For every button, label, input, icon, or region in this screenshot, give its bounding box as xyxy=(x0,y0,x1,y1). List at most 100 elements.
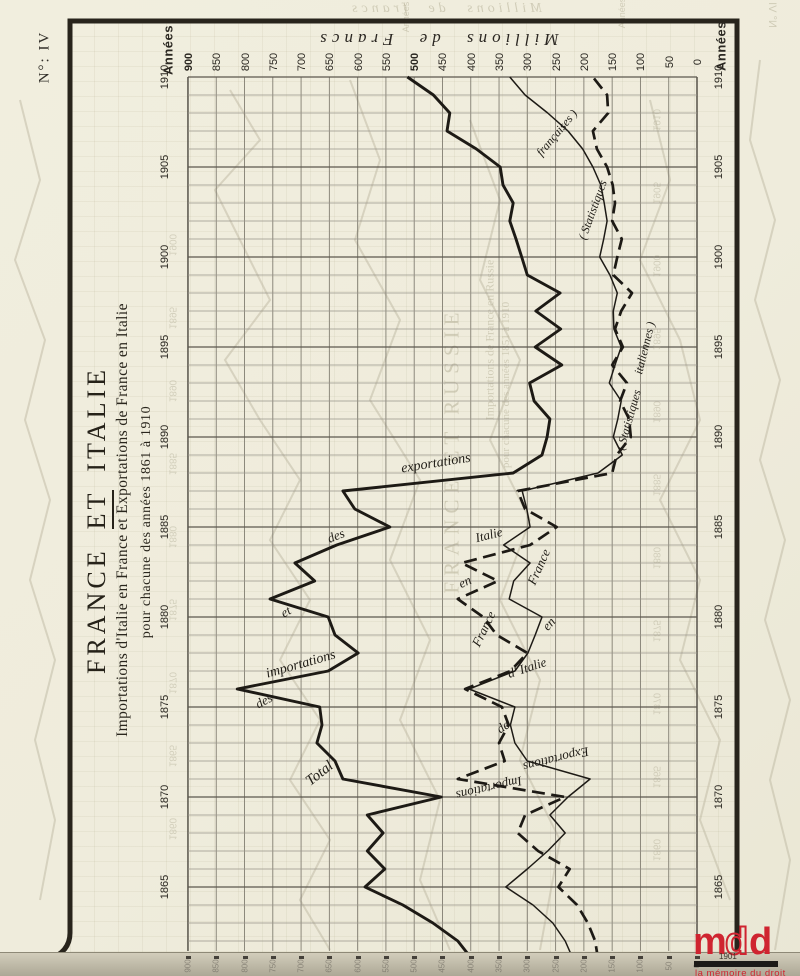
cut-value-label: 150 xyxy=(607,959,617,973)
cut-label-tick xyxy=(666,956,672,959)
cut-value-label: 200 xyxy=(579,959,589,973)
ghost-year-label: 1875 xyxy=(166,598,178,622)
ghost-curve xyxy=(469,119,562,951)
year-label-left: 1865 xyxy=(159,874,171,900)
value-label: 550 xyxy=(380,52,393,72)
ghost-year-label: 1910 xyxy=(650,108,662,132)
page-subtitle: Importations d'Italie en France et Expor… xyxy=(114,303,131,737)
cut-value-label: 50 xyxy=(664,961,674,971)
cut-label-tick xyxy=(412,956,418,959)
ghost-year-label: 1880 xyxy=(166,525,178,549)
page-subtitle2: pour chacune des années 1861 à 1910 xyxy=(139,405,154,639)
ghost-year-label: 1885 xyxy=(166,452,178,476)
ghost-year-label: 1860 xyxy=(166,817,178,841)
year-label-left: 1910 xyxy=(159,64,171,90)
value-label: 500 xyxy=(409,52,422,72)
page-title-part3: ITALIE xyxy=(82,366,111,472)
cut-label-tick xyxy=(355,956,361,959)
ghost-year-label: 1870 xyxy=(166,671,178,695)
cut-label-tick xyxy=(610,956,616,959)
year-label-left: 1870 xyxy=(159,784,171,810)
logo-bar xyxy=(694,961,778,967)
value-label: 150 xyxy=(607,52,620,72)
value-label: 850 xyxy=(211,52,224,72)
cut-value-label: 500 xyxy=(409,959,419,973)
cut-label-tick xyxy=(497,956,503,959)
plate-number: N°: IV xyxy=(36,30,53,84)
ghost-curve xyxy=(638,99,731,901)
ghost-year-label: 1900 xyxy=(166,233,178,257)
year-label-right: 1875 xyxy=(713,694,725,720)
page-title-part2: ET xyxy=(82,489,114,530)
ghost-year-label: 1905 xyxy=(650,181,662,205)
cut-label-tick xyxy=(242,956,248,959)
series-dashed-heavy xyxy=(456,76,634,952)
cut-value-label: 700 xyxy=(296,959,306,973)
value-label: 800 xyxy=(239,52,252,72)
year-label-right: 1890 xyxy=(713,424,725,450)
cut-value-label: 600 xyxy=(353,959,363,973)
logo-year: 1901 xyxy=(719,952,737,961)
ghost-year-label: 1890 xyxy=(650,400,662,424)
year-label-left: 1875 xyxy=(159,694,171,720)
value-label: 750 xyxy=(267,52,280,72)
value-label: 450 xyxy=(437,52,450,72)
ghost-curve xyxy=(349,79,451,951)
value-label: 350 xyxy=(494,52,507,72)
ghost-year-label: 1875 xyxy=(650,619,662,643)
year-label-left: 1895 xyxy=(159,334,171,360)
year-label-right: 1895 xyxy=(713,334,725,360)
cut-label-tick xyxy=(468,956,474,959)
cut-label-tick xyxy=(695,956,700,959)
value-label: 100 xyxy=(635,52,648,72)
year-label-right: 1910 xyxy=(713,64,725,90)
value-label: 200 xyxy=(578,52,591,72)
cut-value-label: 300 xyxy=(522,959,532,973)
cut-label-tick xyxy=(299,956,305,959)
ghost-year-label: 1890 xyxy=(166,379,178,403)
value-label: 250 xyxy=(550,52,563,72)
cut-value-label: 350 xyxy=(494,959,504,973)
value-label: 400 xyxy=(465,52,478,72)
ghost-curve xyxy=(13,99,57,901)
cut-value-label: 250 xyxy=(551,959,561,973)
ghost-year-label: 1880 xyxy=(650,546,662,570)
page-title-part1: FRANCE xyxy=(82,547,111,674)
ghost-curve xyxy=(748,59,792,951)
year-label-right: 1905 xyxy=(713,154,725,180)
cut-label-tick xyxy=(638,956,644,959)
data-curves xyxy=(235,75,634,952)
cut-value-label: 550 xyxy=(381,959,391,973)
logo-letter-m: m xyxy=(693,921,727,963)
cut-label-tick xyxy=(185,956,191,959)
year-label-left: 1905 xyxy=(159,154,171,180)
ghost-year-label: 1870 xyxy=(650,692,662,716)
cut-label-tick xyxy=(383,956,389,959)
cut-label-tick xyxy=(270,956,276,959)
values-axis-title: Millions de Francs xyxy=(315,30,559,49)
year-label-right: 1885 xyxy=(713,514,725,540)
ghost-curve xyxy=(213,89,332,951)
value-label: 600 xyxy=(352,52,365,72)
cut-value-label: 900 xyxy=(183,959,193,973)
value-label: 900 xyxy=(182,52,195,72)
value-label: 700 xyxy=(296,52,309,72)
value-label: 650 xyxy=(324,52,337,72)
cut-value-label: 650 xyxy=(324,959,334,973)
value-label: 50 xyxy=(663,55,676,69)
ghost-year-label: 1895 xyxy=(166,306,178,330)
cut-label-tick xyxy=(525,956,531,959)
year-label-right: 1865 xyxy=(713,874,725,900)
year-label-right: 1900 xyxy=(713,244,725,270)
cut-label-tick xyxy=(440,956,446,959)
cut-value-label: 400 xyxy=(466,959,476,973)
ghost-year-label: 1865 xyxy=(650,765,662,789)
cut-value-label: 750 xyxy=(268,959,278,973)
cut-label-tick xyxy=(581,956,587,959)
logo-caption: la mémoire du droit xyxy=(695,968,786,976)
series-solid-thin xyxy=(468,76,624,952)
year-label-right: 1870 xyxy=(713,784,725,810)
logo-letter-d: d xyxy=(749,921,772,963)
cut-value-label: 100 xyxy=(635,959,645,973)
